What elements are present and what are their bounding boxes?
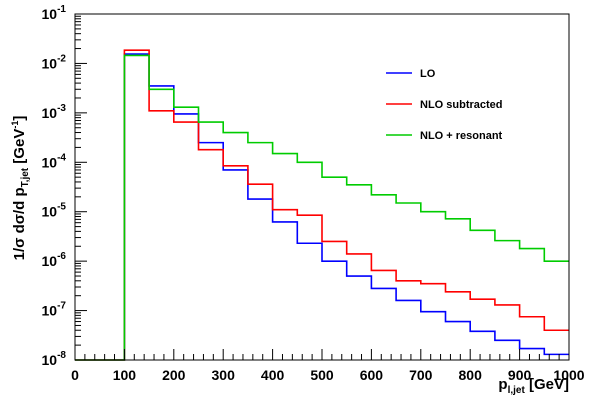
x-tick-label: 300 bbox=[212, 367, 236, 383]
x-tick-label: 0 bbox=[71, 367, 79, 383]
y-tick-label: 10-6 bbox=[42, 251, 67, 269]
series-line-nlo-resonant bbox=[75, 54, 569, 361]
y-tick-label: 10-7 bbox=[42, 301, 67, 319]
x-tick-label: 1000 bbox=[553, 367, 584, 383]
axis-layer: 0 100 200 300 400 500 600 700 800 900 1000 10-8 10-7… bbox=[42, 4, 585, 383]
y-tick-label: 10-4 bbox=[42, 152, 67, 170]
x-tick-label: 800 bbox=[459, 367, 483, 383]
x-axis-label: pl,jet [GeV] bbox=[498, 376, 569, 396]
y-axis-label: 1/σ dσ/d pT,jet [GeV-1] bbox=[10, 116, 31, 261]
y-axis-label-main: 1/σ dσ/d p bbox=[11, 187, 28, 260]
x-tick-label: 500 bbox=[310, 367, 334, 383]
x-axis-label-main: p bbox=[498, 376, 507, 393]
x-tick-label: 600 bbox=[360, 367, 384, 383]
legend: LO NLO subtracted NLO + resonant bbox=[386, 68, 503, 142]
y-axis-label-unit-sup: -1 bbox=[10, 121, 20, 129]
y-tick-label: 10-8 bbox=[42, 350, 67, 368]
y-tick-label: 10-1 bbox=[42, 4, 67, 22]
y-axis-label-close: ] bbox=[11, 116, 28, 121]
x-tick-label: 700 bbox=[409, 367, 433, 383]
y-tick-label: 10-2 bbox=[42, 53, 67, 71]
y-tick-label: 10-5 bbox=[42, 202, 67, 220]
legend-entry: NLO subtracted bbox=[420, 99, 503, 111]
y-axis-label-unit: [GeV bbox=[11, 129, 28, 168]
x-tick-label: 400 bbox=[261, 367, 285, 383]
series-line-nlo-subtracted bbox=[75, 49, 569, 361]
x-tick-label: 100 bbox=[113, 367, 137, 383]
legend-entry: NLO + resonant bbox=[420, 130, 503, 142]
legend-entry: LO bbox=[420, 68, 436, 80]
x-tick-label: 900 bbox=[508, 367, 532, 383]
y-axis-label-sub: T,jet bbox=[20, 167, 31, 187]
x-axis-label-sub: l,jet bbox=[508, 385, 526, 396]
x-tick-label: 200 bbox=[162, 367, 186, 383]
y-tick-label: 10-3 bbox=[42, 103, 67, 121]
x-axis-label-unit: [GeV] bbox=[525, 376, 569, 393]
series-layer bbox=[75, 49, 569, 361]
